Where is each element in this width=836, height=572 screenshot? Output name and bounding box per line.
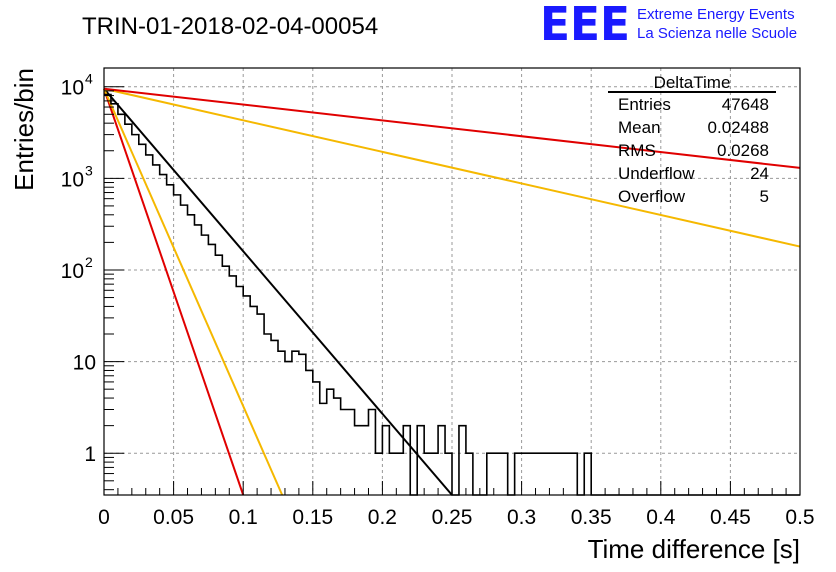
x-tick-label: 0.4 — [646, 506, 676, 529]
fit-curve-3 — [103, 88, 284, 496]
axis-ticks — [103, 86, 801, 495]
fit-curve-1 — [103, 88, 453, 496]
y-tick-label: 10 — [61, 77, 84, 100]
x-tick-label: 0.45 — [710, 506, 751, 529]
x-tick-label: 0.05 — [153, 506, 194, 529]
y-tick-exponent: 3 — [85, 162, 93, 178]
y-tick-label: 10 — [61, 168, 84, 191]
fit-curve-4 — [103, 87, 801, 248]
logo-line-1: Extreme Energy Events — [637, 6, 795, 23]
x-tick-label: 0.2 — [368, 506, 397, 529]
stats-label: Mean — [618, 118, 661, 137]
x-tick-label: 0 — [98, 506, 110, 529]
fit-curve-5 — [103, 87, 801, 169]
x-tick-label: 0.1 — [229, 506, 258, 529]
x-tick-label: 0.3 — [507, 506, 536, 529]
stats-box: DeltaTime Entries 47648 Mean 0.02488 RMS 0.02… — [608, 73, 776, 206]
x-tick-labels: 0 0.05 0.1 0.15 0.2 0.25 0.3 0.35 0.4 0.45 0.5 — [98, 506, 814, 529]
stats-title: DeltaTime — [654, 73, 731, 92]
y-tick-label: 10 — [61, 260, 84, 283]
logo-line-2: La Scienza nelle Scuole — [637, 25, 797, 42]
x-tick-label: 0.5 — [785, 506, 814, 529]
y-tick-exponent: 4 — [85, 71, 93, 87]
stats-value: 0.02488 — [708, 118, 769, 137]
stats-value: 47648 — [722, 95, 769, 114]
fit-curves — [103, 87, 801, 496]
x-axis-label: Time difference [s] — [588, 534, 800, 564]
x-tick-label: 0.35 — [571, 506, 612, 529]
y-tick-label: 1 — [84, 443, 96, 466]
eee-logo: EEE — [540, 0, 630, 51]
x-tick-label: 0.25 — [432, 506, 473, 529]
stats-value: 0.0268 — [717, 141, 769, 160]
fit-curve-2 — [103, 88, 245, 496]
x-tick-label: 0.15 — [292, 506, 333, 529]
stats-label: RMS — [618, 141, 656, 160]
y-tick-label: 10 — [73, 352, 96, 375]
y-tick-exponent: 2 — [85, 254, 93, 270]
stats-value: 5 — [760, 187, 769, 206]
stats-label: Underflow — [618, 164, 695, 183]
stats-label: Overflow — [618, 187, 686, 206]
run-title: TRIN-01-2018-02-04-00054 — [82, 13, 378, 40]
stats-rows: Entries 47648 Mean 0.02488 RMS 0.0268 Underflo… — [618, 95, 769, 206]
stats-value: 24 — [750, 164, 769, 183]
grid-lines — [104, 68, 800, 495]
stats-label: Entries — [618, 95, 671, 114]
y-axis-label: Entries/bin — [9, 68, 39, 191]
